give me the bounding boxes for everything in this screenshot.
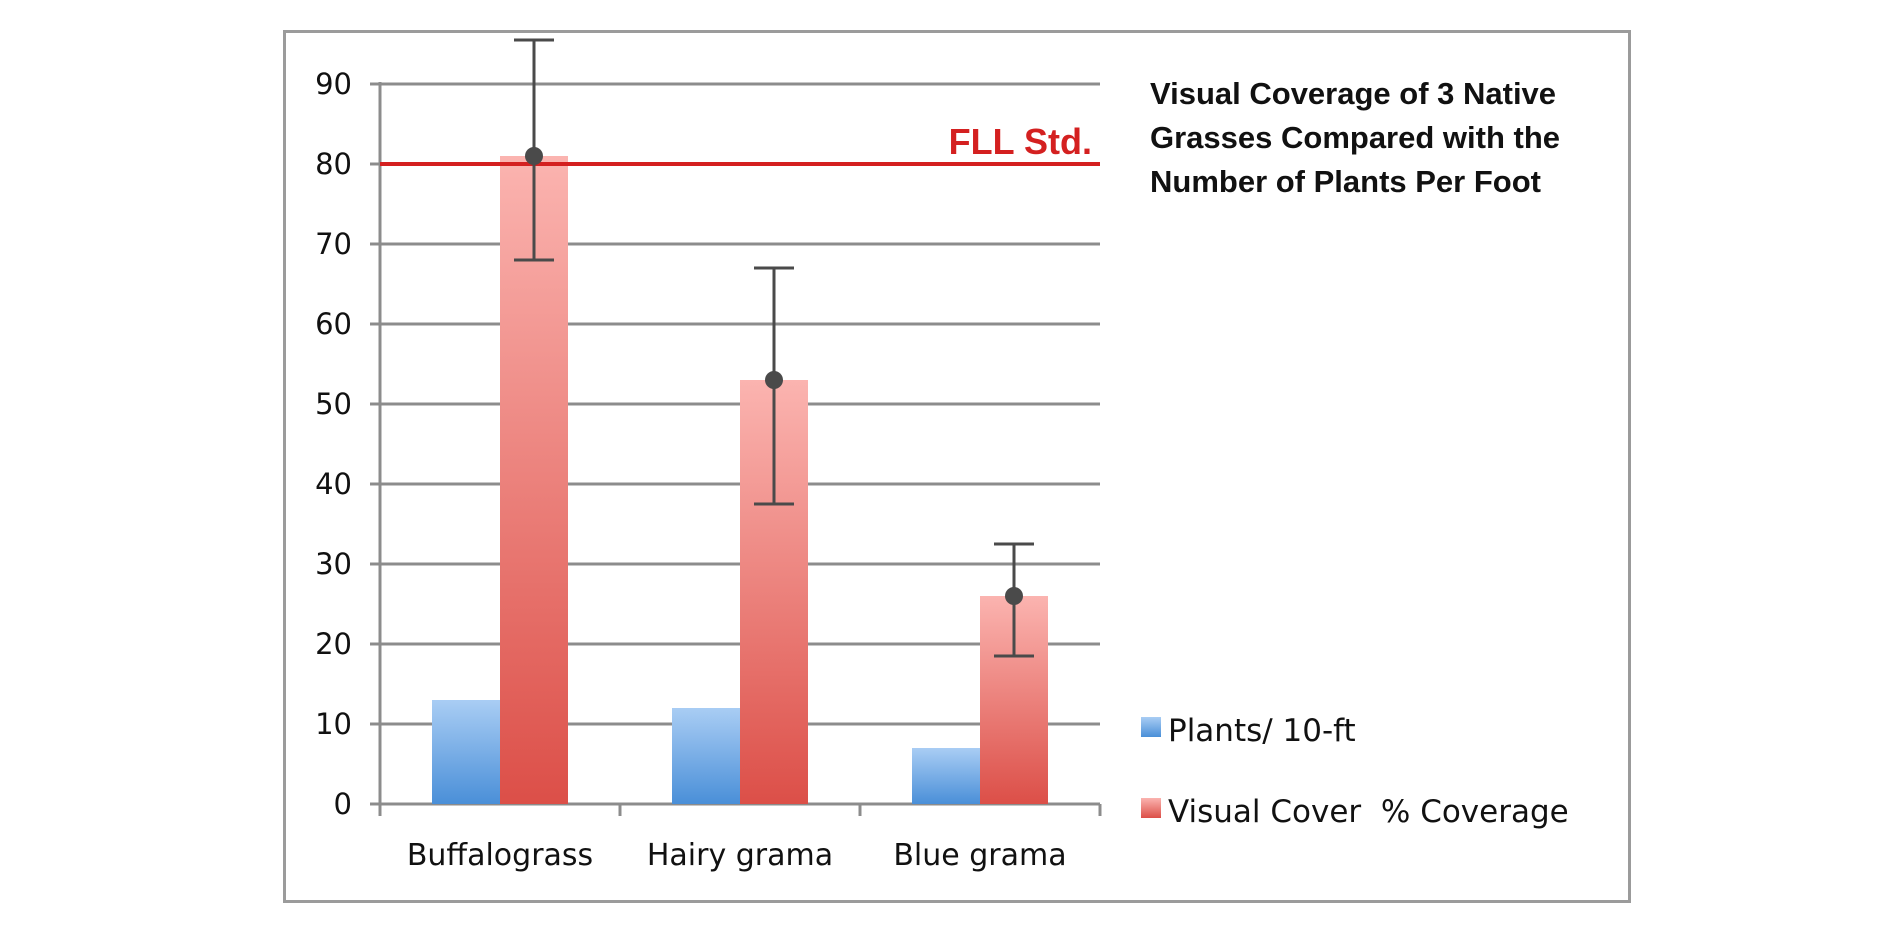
error-bar-mean-marker [525, 147, 543, 165]
chart-title-line-3: Number of Plants Per Foot [1150, 164, 1541, 199]
reference-line-label: FLL Std. [949, 121, 1092, 162]
axis-labels: 0 10 20 30 40 50 60 70 80 90 Buffalograss Hairy gra… [315, 67, 1067, 873]
error-bar-mean-marker [765, 371, 783, 389]
y-tick-label: 10 [315, 707, 352, 741]
y-tick-label: 30 [315, 547, 352, 581]
legend: Plants/ 10-ft Visual Cover % Coverage [1141, 713, 1569, 830]
chart-title: Visual Coverage of 3 Native Grasses Comp… [1150, 72, 1610, 204]
chart-title-line-2: Grasses Compared with the [1150, 120, 1561, 155]
legend-label-plants: Plants/ 10-ft [1168, 713, 1356, 749]
y-tick-label: 40 [315, 467, 352, 501]
bars [432, 156, 1048, 804]
x-category-label: Blue grama [893, 838, 1066, 873]
y-tick-label: 80 [315, 147, 352, 181]
y-tick-label: 50 [315, 387, 352, 421]
legend-label-visual-cover: Visual Cover % Coverage [1168, 794, 1569, 830]
legend-swatch-visual-cover [1141, 798, 1161, 818]
chart-title-line-1: Visual Coverage of 3 Native [1150, 76, 1557, 111]
error-bars [514, 38, 1034, 658]
y-tick-label: 90 [315, 67, 352, 101]
reference-line-group: FLL Std. [380, 121, 1100, 166]
y-tick-label: 60 [315, 307, 352, 341]
x-category-label: Hairy grama [647, 838, 833, 873]
legend-swatch-plants [1141, 717, 1161, 737]
x-category-label: Buffalograss [407, 838, 593, 873]
y-tick-label: 70 [315, 227, 352, 261]
bar-plants [672, 708, 740, 804]
bar-visual-cover [500, 156, 568, 804]
bar-plants [912, 748, 980, 804]
bar-plants [432, 700, 500, 804]
y-tick-label: 0 [334, 787, 352, 821]
error-bar-mean-marker [1005, 587, 1023, 605]
y-tick-label: 20 [315, 627, 352, 661]
